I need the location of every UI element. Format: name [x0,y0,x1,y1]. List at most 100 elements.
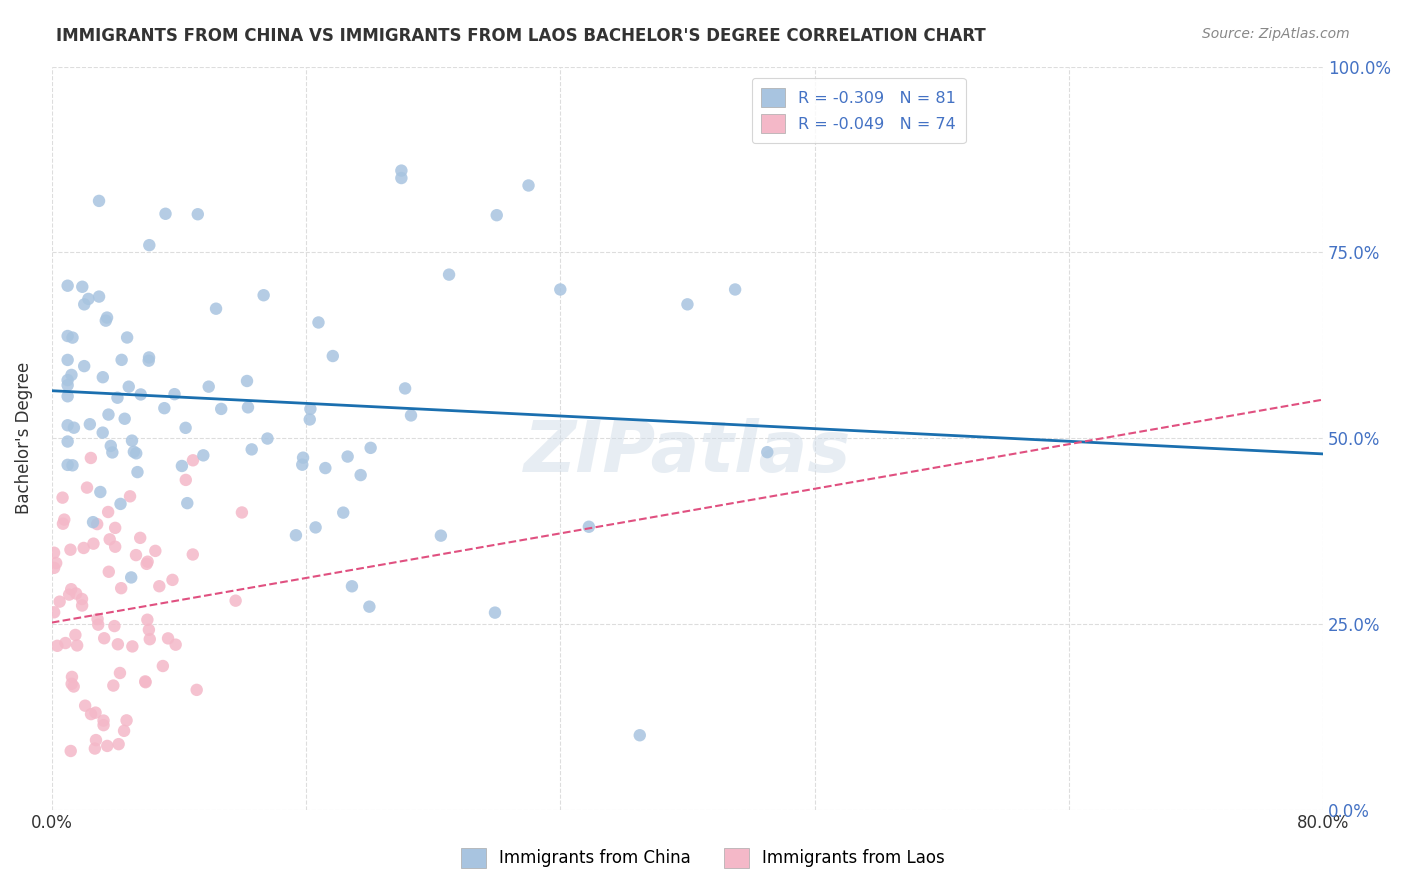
Point [284,528,307,542]
Point [129,531,152,545]
Point [225,593,247,607]
Point [205,301,228,316]
Point [82,536,104,550]
Text: Source: ZipAtlas.com: Source: ZipAtlas.com [1202,27,1350,41]
Point [139,632,162,647]
Point [73,297,96,311]
Point [63,420,86,434]
Point [157,632,180,646]
Point [62,330,84,344]
Point [86,517,108,532]
Point [174,473,197,487]
Point [56,458,79,472]
Point [87,289,110,303]
Point [79,417,101,432]
Point [121,640,143,654]
Point [134,674,156,689]
Point [186,682,208,697]
Point [181,548,204,562]
Point [181,453,204,467]
Point [394,381,416,395]
Point [80,450,103,465]
Point [314,461,336,475]
Point [60,582,83,597]
Point [55,636,77,650]
Point [53,513,76,527]
Point [59,542,82,557]
Point [91,370,114,384]
Point [485,208,508,222]
Point [62,680,84,694]
Point [136,613,159,627]
Point [115,330,138,344]
Point [359,599,381,614]
Point [360,441,382,455]
Point [118,380,141,394]
Point [236,374,259,388]
Point [77,292,100,306]
Point [66,639,89,653]
Point [114,411,136,425]
Point [292,450,315,465]
Point [96,739,118,753]
Text: IMMIGRANTS FROM CHINA VS IMMIGRANTS FROM LAOS BACHELOR'S DEGREE CORRELATION CHAR: IMMIGRANTS FROM CHINA VS IMMIGRANTS FROM… [56,27,986,45]
Point [136,555,159,569]
Point [101,445,124,459]
Point [75,698,97,713]
Point [299,401,322,416]
Point [122,444,145,458]
Point [193,448,215,462]
Point [111,352,134,367]
Point [87,194,110,208]
Point [135,675,157,690]
Point [430,528,453,542]
Point [93,714,115,728]
Point [96,310,118,325]
Point [121,434,143,448]
Point [176,496,198,510]
Point [108,665,131,680]
Point [578,520,600,534]
Point [46,639,69,653]
Point [125,446,148,460]
Text: ZIPatlas: ZIPatlas [524,418,851,487]
Point [135,557,157,571]
Point [103,679,125,693]
Point [143,544,166,558]
Point [70,592,93,607]
Point [350,468,373,483]
Point [87,617,110,632]
Point [93,632,115,646]
Point [322,349,344,363]
Point [231,506,253,520]
Point [97,565,120,579]
Point [97,505,120,519]
Point [129,387,152,401]
Point [298,412,321,426]
Point [44,605,66,619]
Point [73,359,96,373]
Point [118,489,141,503]
Point [153,401,176,416]
Point [104,540,127,554]
Point [51,491,73,505]
Point [676,297,699,311]
Point [187,207,209,221]
Point [174,421,197,435]
Point [58,588,80,602]
Point [115,714,138,728]
Point [91,425,114,440]
Point [94,313,117,327]
Point [162,573,184,587]
Point [86,612,108,626]
Point [84,706,107,720]
Point [209,401,232,416]
Point [60,368,83,382]
Point [110,497,132,511]
Y-axis label: Bachelor's Degree: Bachelor's Degree [15,362,32,514]
Point [52,516,75,531]
Point [100,439,122,453]
Point [389,163,412,178]
Point [256,432,278,446]
Point [517,178,540,193]
